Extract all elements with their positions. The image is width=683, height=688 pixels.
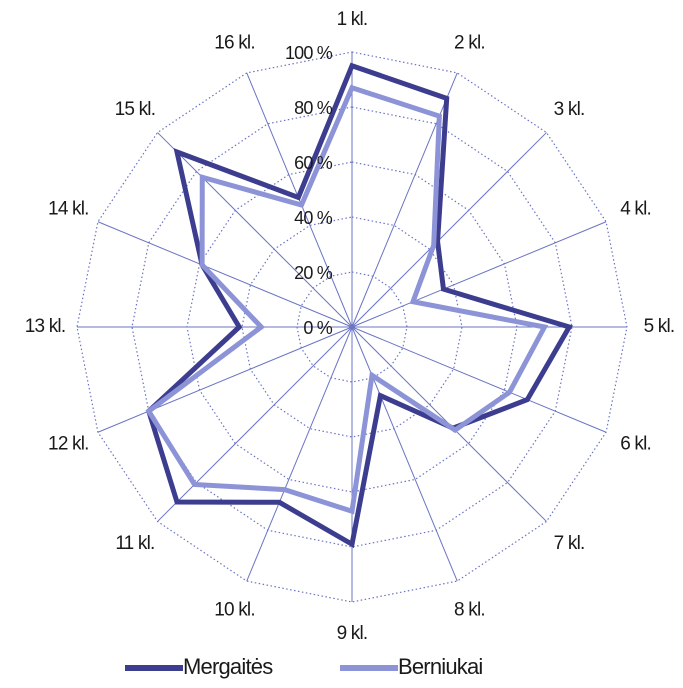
category-label: 5 kl. xyxy=(644,316,675,337)
axis-spoke xyxy=(97,326,353,433)
axis-spoke xyxy=(351,221,607,328)
category-label: 3 kl. xyxy=(554,99,585,120)
category-label: 13 kl. xyxy=(25,316,66,337)
tick-label: 80 % xyxy=(294,98,333,118)
tick-label: 60 % xyxy=(294,153,333,173)
tick-label: 40 % xyxy=(294,208,333,228)
series-line xyxy=(145,62,573,549)
category-label: 6 kl. xyxy=(620,433,651,454)
category-label: 11 kl. xyxy=(115,533,154,554)
category-label: 8 kl. xyxy=(454,600,485,621)
category-label: 16 kl. xyxy=(214,32,255,53)
axis-spoke xyxy=(246,326,353,582)
grid-ring xyxy=(241,216,463,438)
axis-spoke xyxy=(351,326,607,433)
category-label: 15 kl. xyxy=(115,99,156,120)
tick-label: 0 % xyxy=(303,318,332,338)
category-label: 1 kl. xyxy=(337,9,368,30)
grid-ring xyxy=(296,271,408,383)
axis-spoke xyxy=(157,132,353,328)
grid-ring xyxy=(131,106,573,548)
category-label: 9 kl. xyxy=(337,623,368,644)
tick-label: 100 % xyxy=(285,43,333,63)
category-label: 2 kl. xyxy=(454,32,485,53)
legend-label: Mergaitės xyxy=(183,654,273,679)
tick-label: 20 % xyxy=(294,263,333,283)
axis-spoke xyxy=(157,326,353,522)
category-label: 10 kl. xyxy=(214,600,255,621)
category-label: 12 kl. xyxy=(48,433,89,454)
axis-spoke xyxy=(351,326,458,582)
axis-spoke xyxy=(97,221,353,328)
series-line xyxy=(145,84,549,515)
axis-spoke xyxy=(351,132,547,328)
legend-label: Berniukai xyxy=(398,654,483,679)
category-label: 4 kl. xyxy=(620,199,651,220)
category-label: 14 kl. xyxy=(48,199,89,220)
category-label: 7 kl. xyxy=(554,533,585,554)
